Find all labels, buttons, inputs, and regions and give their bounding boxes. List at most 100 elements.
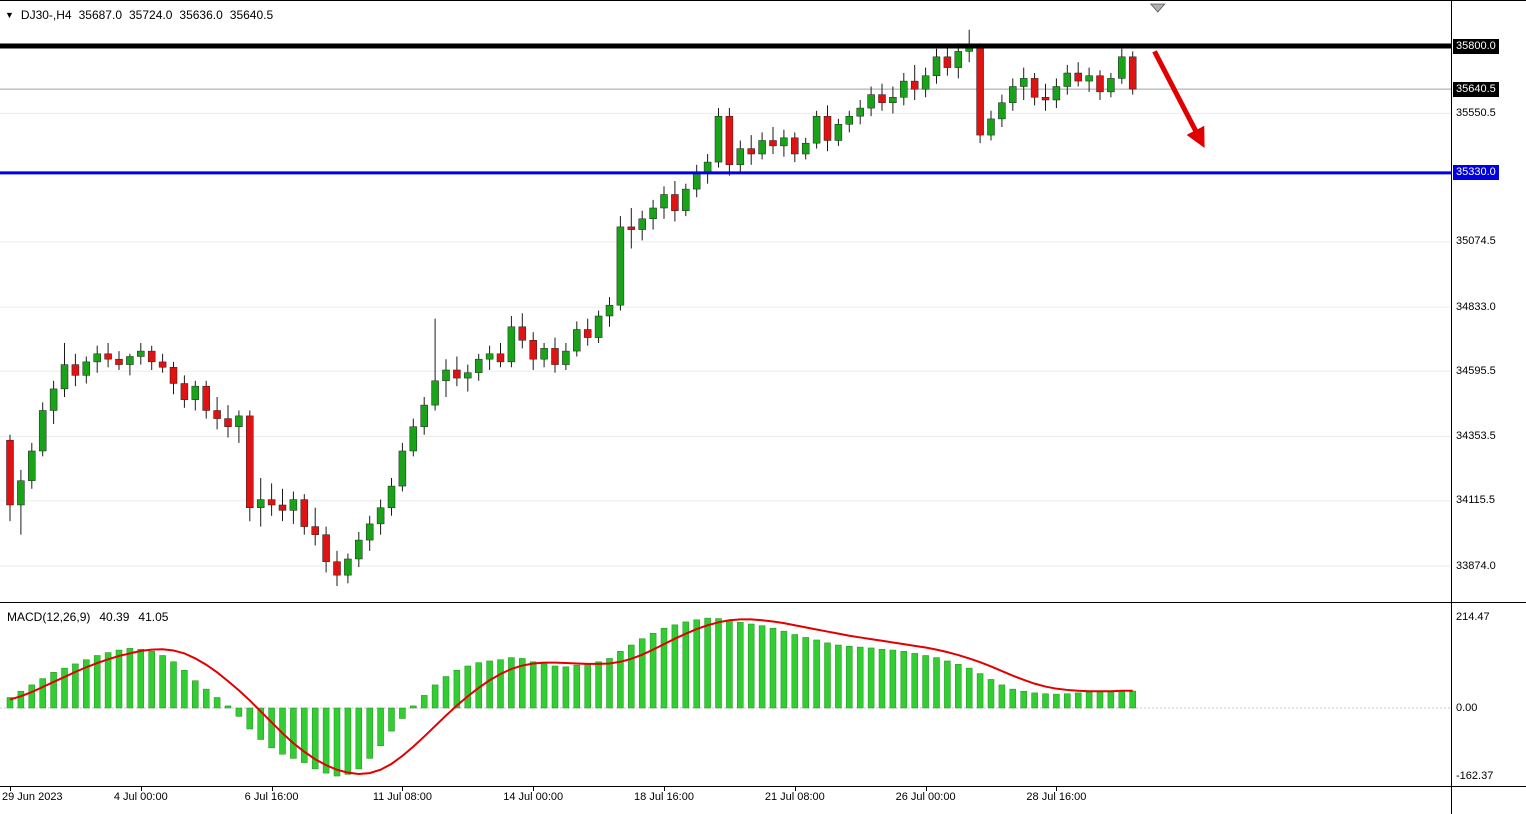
candle-bearish[interactable]: [158, 361, 167, 368]
candle-bearish[interactable]: [627, 226, 636, 230]
candle-bearish[interactable]: [322, 534, 330, 562]
candle-bullish[interactable]: [562, 350, 570, 365]
candle-bullish[interactable]: [1085, 75, 1093, 82]
candle-bearish[interactable]: [213, 410, 221, 419]
candle-bearish[interactable]: [115, 358, 123, 365]
candle-bullish[interactable]: [376, 507, 385, 525]
candle-bullish[interactable]: [474, 358, 483, 373]
candle-bullish[interactable]: [714, 115, 723, 163]
candle-bearish[interactable]: [1096, 75, 1104, 93]
candle-bearish[interactable]: [246, 415, 254, 508]
panel-separator[interactable]: [0, 602, 1526, 603]
candle-bearish[interactable]: [202, 385, 210, 411]
candle-bearish[interactable]: [878, 94, 886, 103]
candle-bullish[interactable]: [889, 97, 897, 103]
candle-bearish[interactable]: [518, 326, 527, 341]
candle-bullish[interactable]: [1019, 78, 1028, 87]
candle-bullish[interactable]: [442, 369, 450, 382]
candle-bearish[interactable]: [791, 137, 799, 155]
candle-bearish[interactable]: [278, 504, 287, 511]
candle-bullish[interactable]: [507, 326, 516, 363]
candle-bearish[interactable]: [1128, 56, 1137, 90]
candle-bearish[interactable]: [333, 561, 341, 576]
candle-bearish[interactable]: [551, 348, 559, 365]
candle-bullish[interactable]: [344, 558, 352, 576]
candle-bullish[interactable]: [573, 329, 581, 352]
candle-bullish[interactable]: [703, 161, 712, 174]
candle-bearish[interactable]: [71, 364, 80, 376]
candle-bullish[interactable]: [594, 315, 603, 338]
candle-bullish[interactable]: [38, 410, 47, 452]
candle-bullish[interactable]: [736, 148, 745, 166]
candle-bullish[interactable]: [1063, 72, 1072, 87]
candle-bullish[interactable]: [1118, 56, 1126, 79]
candle-bullish[interactable]: [1052, 86, 1061, 101]
candle-bearish[interactable]: [725, 115, 734, 166]
candle-bullish[interactable]: [464, 372, 472, 379]
candle-bullish[interactable]: [692, 172, 701, 190]
candle-bullish[interactable]: [616, 226, 625, 306]
candle-bullish[interactable]: [660, 194, 668, 209]
candle-bearish[interactable]: [1030, 78, 1039, 98]
candle-bullish[interactable]: [409, 426, 418, 452]
candle-bullish[interactable]: [235, 415, 243, 427]
candle-bullish[interactable]: [355, 539, 363, 560]
candle-bullish[interactable]: [1107, 78, 1115, 93]
candle-bearish[interactable]: [300, 499, 309, 527]
candle-bearish[interactable]: [910, 80, 919, 90]
candle-bullish[interactable]: [191, 385, 200, 400]
candle-bearish[interactable]: [311, 526, 319, 535]
macd-indicator-panel[interactable]: [0, 601, 1451, 786]
time-axis[interactable]: 29 Jun 2023 4 Jul 00:00 6 Jul 16:00 11 Jul …: [0, 787, 1451, 814]
candle-bearish[interactable]: [496, 353, 505, 363]
candle-bullish[interactable]: [1009, 86, 1017, 103]
candle-bullish[interactable]: [49, 388, 58, 411]
candle-bullish[interactable]: [28, 450, 36, 481]
candle-bearish[interactable]: [823, 115, 832, 141]
candle-bearish[interactable]: [6, 439, 14, 506]
candle-bullish[interactable]: [82, 361, 91, 376]
candlestick-chart[interactable]: [0, 1, 1451, 601]
candle-bearish[interactable]: [104, 353, 112, 360]
candle-bearish[interactable]: [267, 499, 276, 506]
price-axis[interactable]: 35800.0 35640.5 35550.5 35330.0 35074.5 34833…: [1452, 1, 1526, 814]
candle-bullish[interactable]: [398, 450, 407, 487]
candle-bullish[interactable]: [431, 380, 439, 406]
candle-bullish[interactable]: [605, 304, 614, 317]
candle-bullish[interactable]: [365, 523, 374, 541]
candle-bearish[interactable]: [224, 418, 232, 427]
candle-bearish[interactable]: [671, 194, 679, 211]
candle-bullish[interactable]: [638, 218, 646, 230]
candle-bearish[interactable]: [943, 56, 952, 68]
object-anchor-icon[interactable]: [1149, 3, 1166, 13]
candle-bullish[interactable]: [485, 353, 494, 360]
candle-bullish[interactable]: [93, 353, 101, 363]
candle-bearish[interactable]: [1074, 72, 1082, 82]
candle-bullish[interactable]: [987, 118, 995, 136]
collapse-icon[interactable]: ▼: [5, 10, 14, 20]
candle-bullish[interactable]: [420, 404, 428, 427]
candle-bullish[interactable]: [780, 137, 788, 147]
candle-bullish[interactable]: [682, 188, 690, 211]
candle-bullish[interactable]: [17, 480, 25, 506]
candle-bullish[interactable]: [900, 80, 908, 98]
candle-bearish[interactable]: [453, 369, 461, 379]
candle-bearish[interactable]: [583, 329, 592, 338]
candle-bullish[interactable]: [60, 364, 69, 390]
candle-bullish[interactable]: [137, 350, 145, 357]
candle-bullish[interactable]: [256, 499, 265, 508]
candle-bearish[interactable]: [147, 350, 156, 363]
candle-bearish[interactable]: [529, 340, 537, 360]
sell-arrow-annotation[interactable]: [1152, 50, 1205, 149]
candle-bearish[interactable]: [747, 148, 755, 155]
candle-bullish[interactable]: [801, 142, 810, 155]
candle-bullish[interactable]: [758, 140, 766, 155]
candle-bullish[interactable]: [954, 51, 963, 68]
candle-bullish[interactable]: [856, 107, 864, 117]
candle-bearish[interactable]: [976, 45, 984, 136]
candle-bearish[interactable]: [1041, 97, 1050, 101]
candle-bullish[interactable]: [126, 356, 134, 365]
candle-bullish[interactable]: [289, 499, 298, 511]
candle-bullish[interactable]: [932, 56, 941, 76]
candle-bullish[interactable]: [921, 75, 930, 90]
